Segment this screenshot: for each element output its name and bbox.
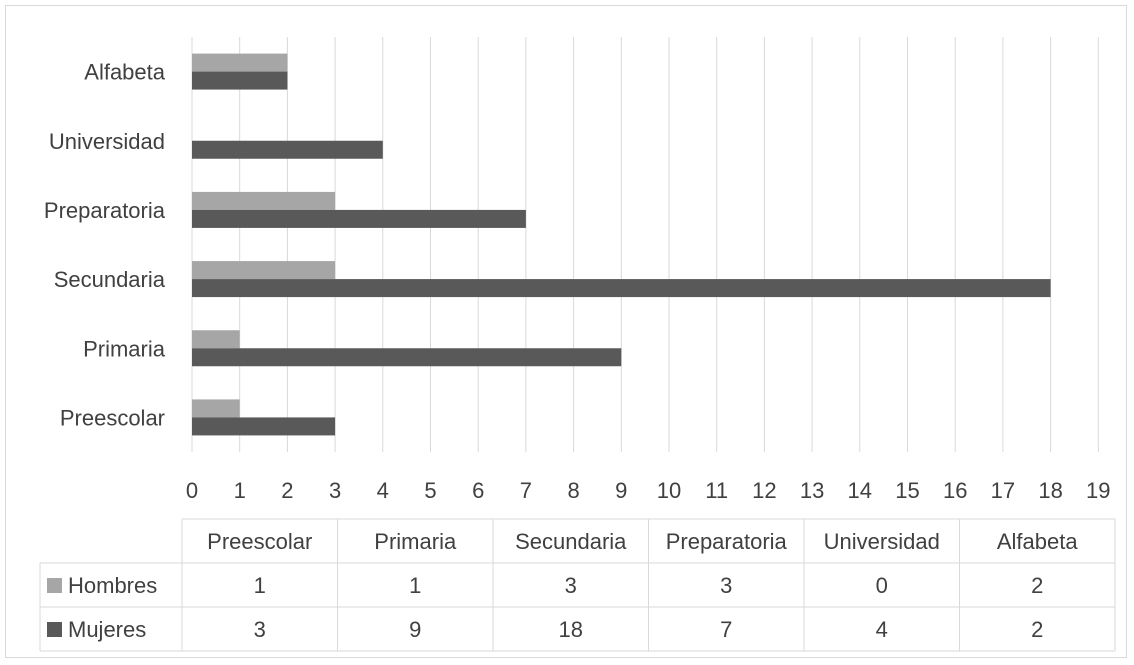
x-tick-label-7: 7	[520, 478, 532, 503]
x-tick-label-9: 9	[615, 478, 627, 503]
chart-frame	[5, 5, 1127, 658]
table-header-preparatoria: Preparatoria	[666, 529, 788, 554]
y-tick-label-preescolar: Preescolar	[60, 405, 165, 430]
bar-mujeres-alfabeta	[192, 71, 288, 90]
legend-swatch-mujeres	[47, 622, 62, 637]
legend-swatch-hombres	[47, 578, 62, 593]
x-tick-label-5: 5	[424, 478, 436, 503]
x-tick-label-10: 10	[657, 478, 681, 503]
table-cell-hombres-alfabeta: 2	[1031, 573, 1043, 598]
table-cell-mujeres-universidad: 4	[876, 617, 888, 642]
bar-mujeres-preparatoria	[192, 209, 526, 228]
bar-hombres-alfabeta	[192, 53, 288, 72]
x-tick-label-12: 12	[752, 478, 776, 503]
legend-label-hombres: Hombres	[68, 573, 157, 598]
table-header-alfabeta: Alfabeta	[997, 529, 1078, 554]
table-header-secundaria: Secundaria	[515, 529, 627, 554]
x-tick-label-0: 0	[186, 478, 198, 503]
x-tick-label-3: 3	[329, 478, 341, 503]
bar-mujeres-universidad	[192, 140, 383, 159]
x-tick-label-2: 2	[281, 478, 293, 503]
x-tick-label-1: 1	[234, 478, 246, 503]
table-cell-hombres-primaria: 1	[409, 573, 421, 598]
bar-hombres-secundaria	[192, 261, 336, 280]
x-tick-label-15: 15	[895, 478, 919, 503]
table-cell-mujeres-preparatoria: 7	[720, 617, 732, 642]
x-tick-label-8: 8	[567, 478, 579, 503]
x-tick-label-14: 14	[848, 478, 872, 503]
bar-mujeres-primaria	[192, 348, 622, 367]
y-tick-label-alfabeta: Alfabeta	[84, 60, 165, 85]
table-cell-hombres-preescolar: 1	[254, 573, 266, 598]
y-tick-label-secundaria: Secundaria	[54, 267, 166, 292]
table-cell-hombres-preparatoria: 3	[720, 573, 732, 598]
y-tick-label-preparatoria: Preparatoria	[44, 198, 166, 223]
x-tick-label-16: 16	[943, 478, 967, 503]
bar-mujeres-secundaria	[192, 279, 1051, 298]
x-tick-label-11: 11	[705, 478, 728, 503]
table-cell-mujeres-preescolar: 3	[254, 617, 266, 642]
x-tick-label-6: 6	[472, 478, 484, 503]
x-tick-label-18: 18	[1038, 478, 1062, 503]
table-cell-mujeres-alfabeta: 2	[1031, 617, 1043, 642]
table-cell-mujeres-primaria: 9	[409, 617, 421, 642]
table-header-universidad: Universidad	[824, 529, 940, 554]
x-tick-label-17: 17	[991, 478, 1015, 503]
bar-hombres-primaria	[192, 330, 240, 349]
legend-label-mujeres: Mujeres	[68, 617, 146, 642]
x-tick-label-19: 19	[1086, 478, 1110, 503]
x-tick-label-4: 4	[377, 478, 389, 503]
table-cell-hombres-secundaria: 3	[565, 573, 577, 598]
table-cell-mujeres-secundaria: 18	[559, 617, 583, 642]
bar-hombres-preescolar	[192, 399, 240, 418]
table-cell-hombres-universidad: 0	[876, 573, 888, 598]
bar-hombres-preparatoria	[192, 191, 336, 210]
y-tick-label-universidad: Universidad	[49, 129, 165, 154]
x-tick-label-13: 13	[800, 478, 824, 503]
bar-mujeres-preescolar	[192, 417, 336, 436]
table-header-primaria: Primaria	[374, 529, 457, 554]
table-header-preescolar: Preescolar	[207, 529, 312, 554]
y-tick-label-primaria: Primaria	[83, 336, 166, 361]
